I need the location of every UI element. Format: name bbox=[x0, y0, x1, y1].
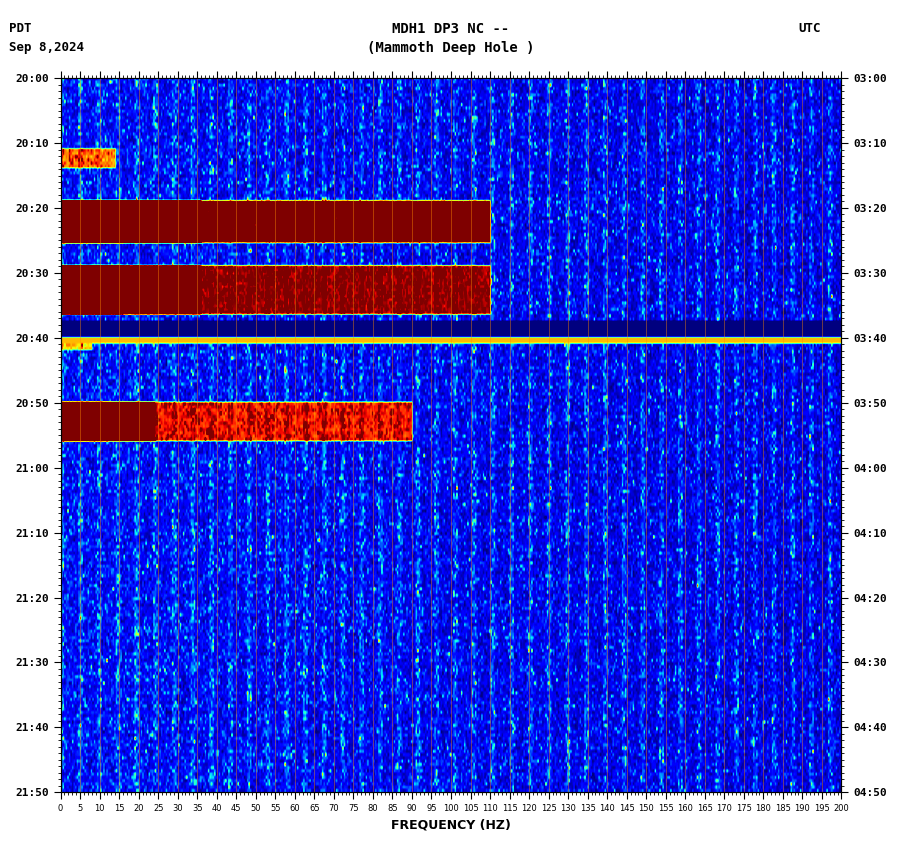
Text: UTC: UTC bbox=[798, 22, 821, 35]
Text: Sep 8,2024: Sep 8,2024 bbox=[9, 41, 84, 54]
Text: MDH1 DP3 NC --: MDH1 DP3 NC -- bbox=[392, 22, 510, 35]
Text: (Mammoth Deep Hole ): (Mammoth Deep Hole ) bbox=[367, 41, 535, 55]
X-axis label: FREQUENCY (HZ): FREQUENCY (HZ) bbox=[391, 819, 511, 832]
Text: PDT: PDT bbox=[9, 22, 32, 35]
